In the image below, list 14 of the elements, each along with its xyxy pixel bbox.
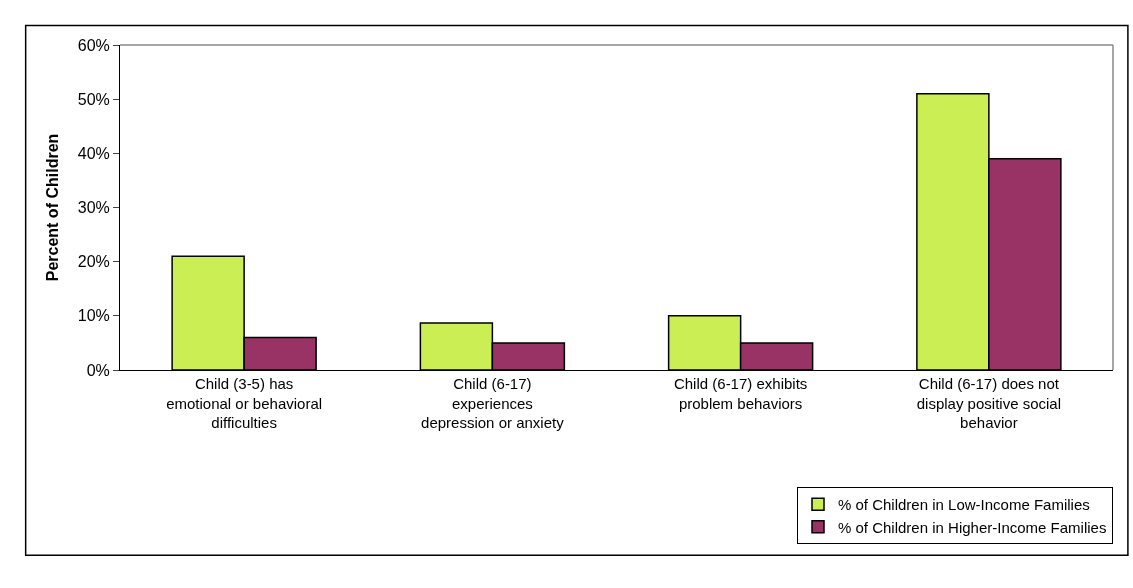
x-tick-label: Child (6-17) exhibits problem behaviors: [673, 375, 808, 412]
x-tick-label: Child (6-17) does not display positive social behavior: [916, 375, 1062, 431]
x-tick-label: Child (6-17) experiences depression or anxiety: [421, 375, 565, 431]
y-tick-label: 30%: [77, 199, 110, 217]
legend-label: % of Children in Low-Income Families: [838, 496, 1090, 514]
legend-label: % of Children in Higher-Income Families: [838, 518, 1107, 536]
x-tick-label: Child (3-5) has emotional or behavioral difficulties: [166, 375, 323, 431]
y-tick-label: 10%: [77, 307, 110, 325]
y-tick-label: 0%: [86, 361, 110, 379]
y-tick-label: 50%: [77, 90, 110, 108]
y-tick-label: 40%: [77, 144, 110, 162]
y-axis-title: Percent of Children: [43, 133, 61, 282]
y-tick-label: 60%: [77, 36, 110, 54]
y-tick-label: 20%: [77, 253, 110, 271]
